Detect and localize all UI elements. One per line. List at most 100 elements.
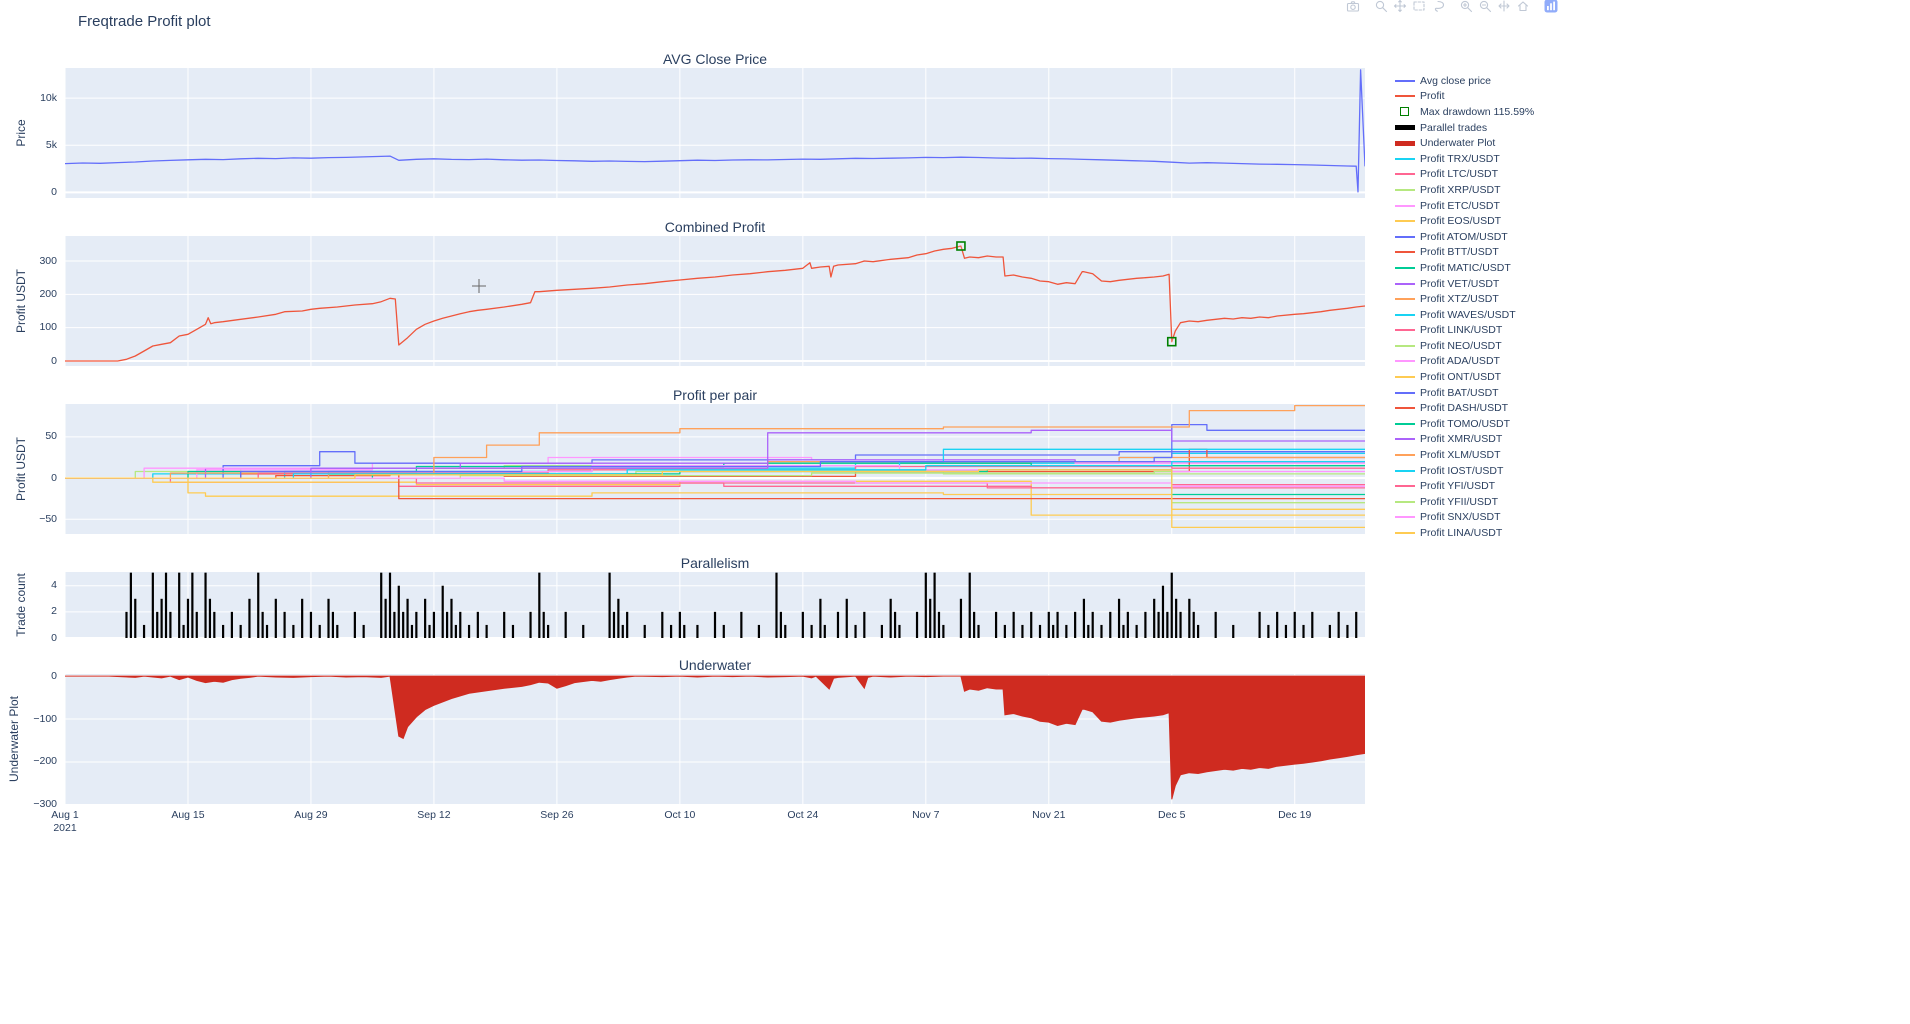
legend-item-profit-btt-usdt[interactable]: Profit BTT/USDT	[1395, 245, 1534, 261]
legend-item-label: Profit XRP/USDT	[1420, 183, 1501, 196]
legend-item-profit-neo-usdt[interactable]: Profit NEO/USDT	[1395, 338, 1534, 354]
subplot-title-parallelism: Parallelism	[680, 555, 750, 571]
legend-item-profit-xtz-usdt[interactable]: Profit XTZ/USDT	[1395, 291, 1534, 307]
legend-item-profit-yfi-usdt[interactable]: Profit YFI/USDT	[1395, 478, 1534, 494]
box-select-icon[interactable]	[1409, 0, 1428, 14]
legend-line-swatch	[1395, 79, 1415, 82]
legend-line-swatch	[1395, 516, 1415, 519]
legend-item-label: Profit SNX/USDT	[1420, 511, 1501, 524]
legend-item-profit-xrp-usdt[interactable]: Profit XRP/USDT	[1395, 182, 1534, 198]
y-tick-label: 0	[51, 185, 57, 198]
x-tick-label: Oct 24	[787, 809, 819, 821]
legend-item-profit-xlm-usdt[interactable]: Profit XLM/USDT	[1395, 447, 1534, 463]
y-tick-label: −100	[33, 712, 57, 725]
legend-item-profit-iost-usdt[interactable]: Profit IOST/USDT	[1395, 463, 1534, 479]
legend-line-swatch	[1395, 251, 1415, 254]
camera-icon[interactable]	[1343, 0, 1362, 14]
plotly-logo[interactable]	[1541, 0, 1560, 14]
legend-item-profit-matic-usdt[interactable]: Profit MATIC/USDT	[1395, 260, 1534, 276]
legend-item-label: Profit YFII/USDT	[1420, 495, 1498, 508]
legend-item-label: Underwater Plot	[1420, 137, 1496, 150]
legend-item-label: Profit LTC/USDT	[1420, 168, 1498, 181]
legend-item-underwater-plot[interactable]: Underwater Plot	[1395, 135, 1534, 151]
legend-item-profit-dash-usdt[interactable]: Profit DASH/USDT	[1395, 400, 1534, 416]
legend-item-label: Profit ATOM/USDT	[1420, 230, 1508, 243]
legend-item-label: Profit XLM/USDT	[1420, 449, 1501, 462]
y-tick-label: 200	[39, 287, 57, 300]
y-tick-label: 100	[39, 321, 57, 334]
legend-item-profit-tomo-usdt[interactable]: Profit TOMO/USDT	[1395, 416, 1534, 432]
legend-line-swatch	[1395, 532, 1415, 535]
legend-item-profit-vet-usdt[interactable]: Profit VET/USDT	[1395, 276, 1534, 292]
series-profit	[65, 245, 1365, 362]
subplot-bg[interactable]	[65, 68, 1365, 198]
legend-item-label: Profit LINA/USDT	[1420, 527, 1503, 540]
legend-item-profit-ltc-usdt[interactable]: Profit LTC/USDT	[1395, 167, 1534, 183]
legend-item-profit-lina-usdt[interactable]: Profit LINA/USDT	[1395, 525, 1534, 541]
legend-item-label: Profit ADA/USDT	[1420, 355, 1500, 368]
legend-item-label: Profit ETC/USDT	[1420, 199, 1500, 212]
legend-item-profit-ada-usdt[interactable]: Profit ADA/USDT	[1395, 354, 1534, 370]
y-tick-label: 0	[51, 631, 57, 644]
legend-item-label: Profit LINK/USDT	[1420, 324, 1503, 337]
legend-item-profit[interactable]: Profit	[1395, 89, 1534, 105]
legend-line-swatch	[1395, 438, 1415, 441]
legend-line-swatch	[1395, 454, 1415, 457]
legend-item-label: Avg close price	[1420, 74, 1492, 87]
legend-item-label: Profit BTT/USDT	[1420, 246, 1499, 259]
legend-line-swatch	[1395, 485, 1415, 488]
legend-line-swatch	[1395, 469, 1415, 472]
legend-item-label: Profit IOST/USDT	[1420, 464, 1504, 477]
lasso-icon[interactable]	[1428, 0, 1447, 14]
pan-icon[interactable]	[1390, 0, 1409, 14]
legend-item-profit-eos-usdt[interactable]: Profit EOS/USDT	[1395, 213, 1534, 229]
series-profit-bat-usdt	[65, 423, 1365, 479]
subplot-bg[interactable]	[65, 236, 1365, 366]
zoom-icon[interactable]	[1371, 0, 1390, 14]
legend-item-parallel-trades[interactable]: Parallel trades	[1395, 120, 1534, 136]
x-tick-label: Sep 26	[540, 809, 574, 821]
legend-item-label: Profit TOMO/USDT	[1420, 417, 1511, 430]
y-axis-title-profit-usdt-pairs: Profit USDT	[14, 436, 28, 502]
y-tick-label: 0	[51, 354, 57, 367]
legend-item-avg-close-price[interactable]: Avg close price	[1395, 73, 1534, 89]
subplot-title-underwater: Underwater	[678, 657, 752, 673]
legend: Avg close price Profit Max drawdown 115.59…	[1395, 73, 1534, 541]
legend-line-swatch	[1395, 188, 1415, 191]
legend-item-max-drawdown-115.59-[interactable]: Max drawdown 115.59%	[1395, 104, 1534, 120]
subplot-bg[interactable]	[65, 404, 1365, 534]
legend-line-swatch	[1395, 157, 1415, 160]
reset-axes-icon[interactable]	[1513, 0, 1532, 14]
legend-item-profit-link-usdt[interactable]: Profit LINK/USDT	[1395, 323, 1534, 339]
legend-line-swatch	[1395, 95, 1415, 98]
legend-item-profit-bat-usdt[interactable]: Profit BAT/USDT	[1395, 385, 1534, 401]
y-tick-label: 0	[51, 669, 57, 682]
legend-item-profit-yfii-usdt[interactable]: Profit YFII/USDT	[1395, 494, 1534, 510]
legend-item-profit-snx-usdt[interactable]: Profit SNX/USDT	[1395, 510, 1534, 526]
x-tick-label: Aug 1 2021	[51, 809, 79, 834]
legend-line-swatch	[1395, 407, 1415, 410]
legend-item-profit-ont-usdt[interactable]: Profit ONT/USDT	[1395, 369, 1534, 385]
legend-line-swatch	[1395, 220, 1415, 223]
zoom-in-icon[interactable]	[1456, 0, 1475, 14]
subplot-title-combined-profit: Combined Profit	[664, 219, 766, 235]
y-tick-label: 5k	[45, 138, 57, 151]
zoom-out-icon[interactable]	[1475, 0, 1494, 14]
legend-item-profit-trx-usdt[interactable]: Profit TRX/USDT	[1395, 151, 1534, 167]
legend-line-swatch	[1395, 298, 1415, 301]
legend-item-profit-atom-usdt[interactable]: Profit ATOM/USDT	[1395, 229, 1534, 245]
modebar	[1343, 0, 1560, 14]
max-drawdown-marker	[956, 241, 966, 251]
legend-item-label: Profit BAT/USDT	[1420, 386, 1499, 399]
x-tick-label: Sep 12	[417, 809, 451, 821]
subplot-title-profit-per-pair: Profit per pair	[672, 387, 758, 403]
autoscale-icon[interactable]	[1494, 0, 1513, 14]
legend-item-profit-waves-usdt[interactable]: Profit WAVES/USDT	[1395, 307, 1534, 323]
legend-item-profit-xmr-usdt[interactable]: Profit XMR/USDT	[1395, 432, 1534, 448]
subplot-title-avg-close-price: AVG Close Price	[663, 51, 767, 67]
legend-line-swatch	[1395, 344, 1415, 347]
legend-item-profit-etc-usdt[interactable]: Profit ETC/USDT	[1395, 198, 1534, 214]
legend-line-swatch	[1395, 204, 1415, 207]
